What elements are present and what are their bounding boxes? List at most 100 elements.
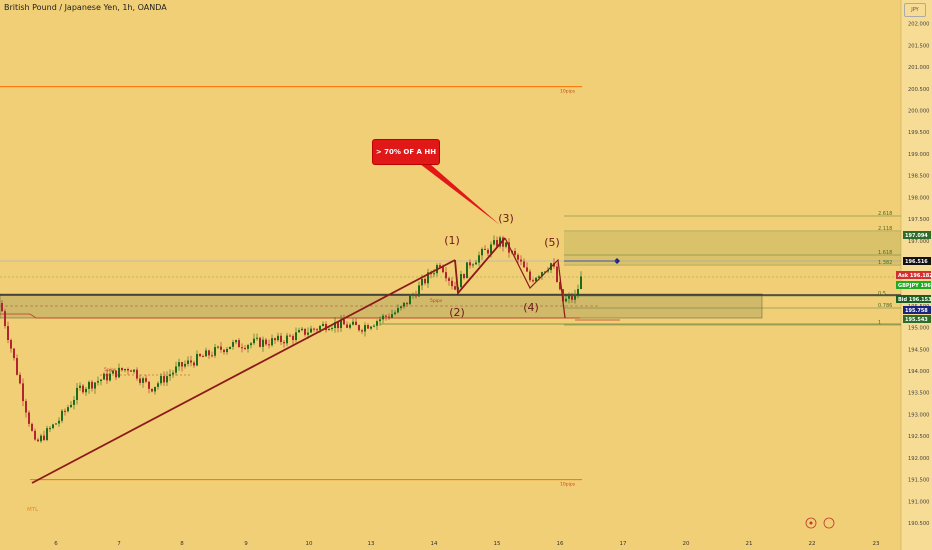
y-tick-label: 191.500 xyxy=(908,478,929,484)
price-badge xyxy=(896,271,931,279)
candle-body xyxy=(484,248,486,250)
candle-body xyxy=(151,388,153,392)
price-badge-label: Ask 196.182 xyxy=(898,273,932,279)
y-tick-label: 200.000 xyxy=(908,109,929,115)
candle-body xyxy=(241,347,243,349)
price-badge-label: 195.543 xyxy=(905,317,928,323)
callout-pointer xyxy=(420,164,500,225)
candle-body xyxy=(127,368,129,371)
candle-body xyxy=(157,383,159,387)
candle-body xyxy=(298,330,300,333)
candle-body xyxy=(283,342,285,344)
candle-body xyxy=(85,388,87,393)
wave-label: (4) xyxy=(523,301,539,314)
candle-body xyxy=(13,348,15,359)
candle-body xyxy=(301,328,303,331)
candle-body xyxy=(319,325,321,330)
price-badge xyxy=(903,231,931,239)
candle-body xyxy=(115,370,117,378)
wave-line-3-5 xyxy=(504,237,566,319)
candle-body xyxy=(223,349,225,353)
wave-label: (1) xyxy=(444,234,460,247)
candle-body xyxy=(481,248,483,256)
y-tick-label: 190.500 xyxy=(908,521,929,527)
candle-body xyxy=(556,266,558,283)
wave-label: (5) xyxy=(544,236,560,249)
fib-level-label: 1 xyxy=(878,320,881,326)
candle-body xyxy=(31,423,33,431)
candle-body xyxy=(409,295,411,305)
candle-body xyxy=(415,294,417,297)
fib-level-label: 1.382 xyxy=(878,260,892,266)
price-badge-label: Bid 196.153 xyxy=(898,297,932,303)
candle-body xyxy=(568,296,570,299)
candle-body xyxy=(163,376,165,383)
candle-body xyxy=(202,356,204,358)
x-tick-label: 20 xyxy=(683,541,690,547)
candle-body xyxy=(508,242,510,253)
candle-body xyxy=(52,424,54,429)
y-tick-label: 193.000 xyxy=(908,412,929,418)
candle-body xyxy=(337,322,339,329)
candle-body xyxy=(316,329,318,331)
candle-body xyxy=(364,325,366,332)
pips-label-left: 5pips xyxy=(104,367,117,373)
candle-body xyxy=(304,328,306,335)
fib-zone xyxy=(564,232,901,264)
candle-body xyxy=(577,289,579,295)
candle-body xyxy=(220,346,222,350)
candle-body xyxy=(82,385,84,393)
candle-body xyxy=(526,267,528,272)
price-badge xyxy=(903,257,931,265)
y-tick-label: 193.500 xyxy=(908,391,929,397)
candle-body xyxy=(451,280,453,287)
candle-body xyxy=(418,285,420,297)
candle-body xyxy=(343,319,345,325)
candle-body xyxy=(355,321,357,326)
candle-body xyxy=(340,319,342,329)
price-badge-label: 196.516 xyxy=(905,259,928,265)
candle-body xyxy=(523,261,525,268)
candle-body xyxy=(181,362,183,367)
fib-level-label: 2.618 xyxy=(878,211,892,217)
y-tick-label: 192.000 xyxy=(908,456,929,462)
candle-body xyxy=(268,344,270,346)
candle-body xyxy=(235,340,237,343)
candle-body xyxy=(55,423,57,425)
currency-button[interactable]: JPY xyxy=(904,3,926,17)
candle-body xyxy=(466,262,468,279)
candle-body xyxy=(130,370,132,372)
candle-body xyxy=(154,386,156,392)
candle-body xyxy=(274,338,276,341)
red-step-line xyxy=(0,313,580,319)
candle-body xyxy=(226,348,228,353)
candle-body xyxy=(313,328,315,330)
candle-body xyxy=(559,282,561,290)
candle-body xyxy=(472,264,474,266)
fib-level-label: 0.5 xyxy=(878,291,886,297)
candle-body xyxy=(103,373,105,380)
x-tick-label: 6 xyxy=(54,541,58,547)
candle-body xyxy=(271,338,273,346)
candle-body xyxy=(172,372,174,375)
candle-body xyxy=(10,340,12,349)
candle-body xyxy=(445,272,447,279)
candle-body xyxy=(46,428,48,441)
candle-body xyxy=(232,342,234,347)
candle-body xyxy=(421,278,423,286)
candle-body xyxy=(58,420,60,424)
candle-body xyxy=(211,355,213,357)
candle-body xyxy=(475,262,477,265)
candle-body xyxy=(538,276,540,278)
candle-body xyxy=(580,276,582,290)
candle-body xyxy=(178,362,180,367)
calendar-icon xyxy=(805,517,817,529)
price-badge-label: 195.758 xyxy=(905,308,928,314)
candle-body xyxy=(322,323,324,326)
candle-body xyxy=(505,242,507,247)
candle-body xyxy=(370,326,372,329)
calendar-icon-dot xyxy=(809,521,813,525)
callout-label: > 70% OF A HH xyxy=(373,140,439,164)
